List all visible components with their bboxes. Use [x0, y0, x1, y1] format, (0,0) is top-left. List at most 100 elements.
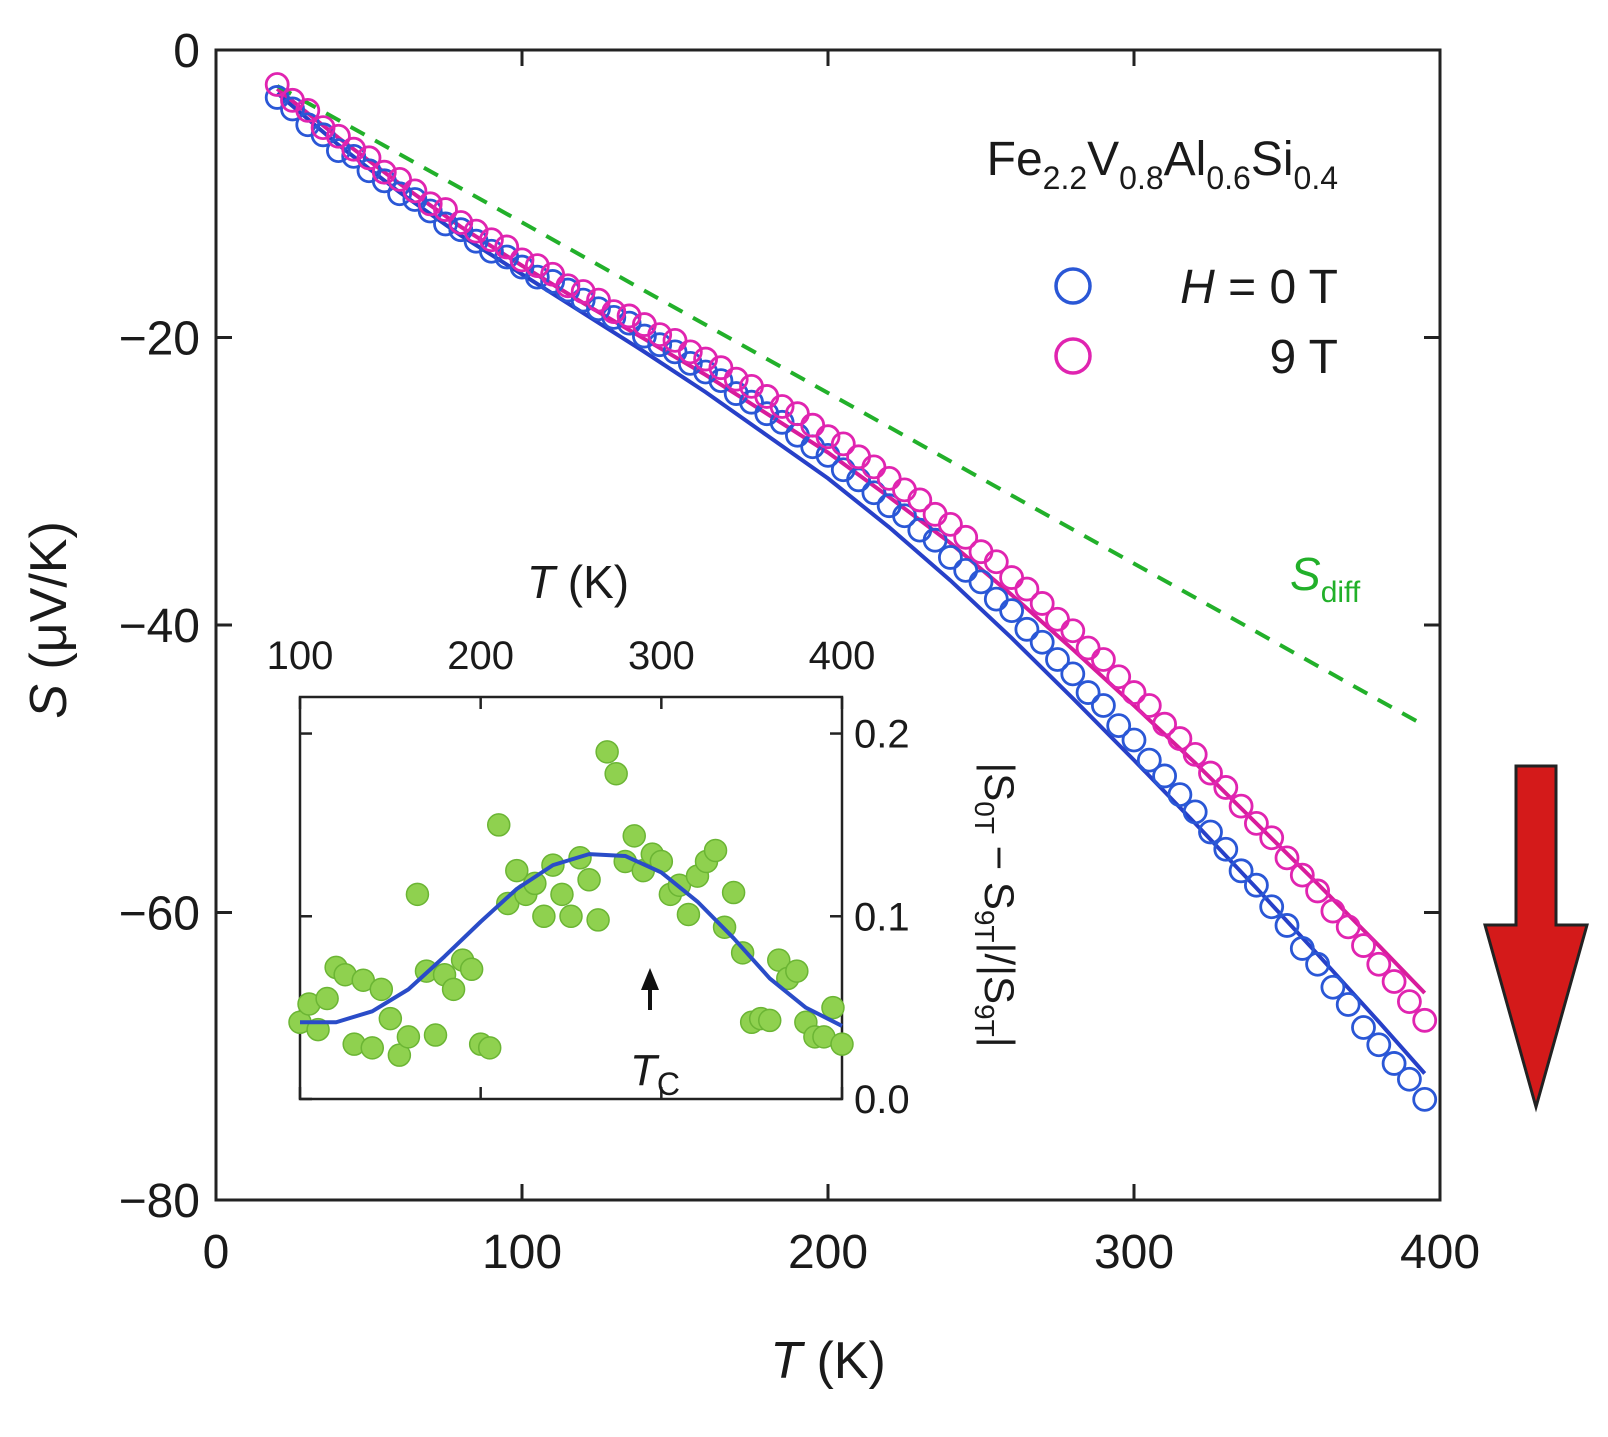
inset-point: [532, 904, 556, 929]
point-series-0: [1228, 858, 1254, 884]
point-series-1: [1259, 825, 1285, 851]
point-series-1: [830, 431, 856, 457]
point-series-1: [509, 247, 535, 273]
point-series-0: [1320, 974, 1346, 1000]
point-series-1: [417, 191, 443, 217]
tc-annotation: TC: [630, 968, 680, 1102]
inset-point: [757, 1008, 782, 1033]
point-series-0: [1381, 1051, 1407, 1076]
point-series-1: [1106, 664, 1132, 690]
point-series-1: [601, 299, 627, 325]
inset-point: [830, 1032, 854, 1056]
point-series-1: [402, 178, 428, 204]
point-series-0: [999, 598, 1024, 624]
point-series-0: [1014, 616, 1040, 642]
point-series-1: [723, 366, 749, 392]
point-series-0: [861, 480, 887, 506]
point-series-0: [892, 503, 917, 529]
point-series-0: [280, 96, 305, 122]
point-series-0: [1106, 713, 1132, 739]
point-series-1: [295, 97, 321, 123]
y-tick-label: −60: [119, 888, 200, 941]
line-series-4: [276, 84, 1426, 728]
legend-label-9T: 9 T: [1270, 331, 1338, 384]
red-down-arrow-icon: [1483, 764, 1589, 1113]
point-series-1: [1366, 951, 1392, 977]
x-tick-label: 100: [482, 1226, 562, 1279]
inset-y-tick-label: 0.2: [854, 713, 910, 757]
point-series-1: [478, 227, 504, 253]
point-series-1: [494, 234, 520, 260]
y-tick-label: −40: [119, 600, 200, 653]
inset-point: [676, 902, 701, 927]
y-tick-label: −80: [119, 1175, 200, 1228]
inset-fit-line: [300, 852, 843, 1028]
point-series-1: [1335, 914, 1361, 940]
compound-label: Fe2.2V0.8Al0.6Si0.4: [987, 133, 1338, 196]
y-tick-label: 0: [173, 25, 200, 78]
legend: H = 0 T 9 T: [1054, 261, 1338, 384]
point-series-0: [922, 527, 948, 553]
point-series-0: [387, 181, 413, 207]
inset-point: [378, 1006, 403, 1031]
inset-point: [595, 740, 619, 764]
point-series-0: [1244, 872, 1269, 898]
main-ticks: [214, 48, 1442, 1202]
point-series-0: [1366, 1032, 1392, 1058]
point-series-1: [1167, 726, 1193, 751]
point-series-1: [1014, 576, 1040, 602]
point-series-1: [1228, 793, 1254, 819]
inset-chart: 100 200 300 400 0.0 0.1 0.2 T (K) |S0T − S9T|/…: [267, 556, 1023, 1122]
point-series-1: [983, 549, 1009, 575]
x-tick-label: 200: [788, 1226, 868, 1279]
point-series-1: [356, 145, 382, 171]
inset-point: [459, 957, 484, 982]
inset-data-points: [288, 740, 854, 1067]
point-series-1: [1091, 647, 1116, 672]
point-series-1: [1213, 775, 1239, 800]
point-series-1: [907, 487, 933, 513]
s-diff-label: Sdiff: [1290, 548, 1361, 609]
point-series-0: [1167, 782, 1193, 808]
point-series-1: [1060, 618, 1086, 644]
inset-point: [821, 995, 845, 1020]
inset-x-tick-label: 300: [628, 634, 695, 678]
point-series-0: [1259, 894, 1285, 920]
point-series-0: [1152, 763, 1177, 789]
point-series-1: [1198, 760, 1223, 786]
inset-point: [586, 908, 610, 932]
point-series-0: [1075, 680, 1101, 705]
point-series-1: [1136, 693, 1162, 718]
point-series-0: [938, 545, 963, 570]
inset-x-tick-label: 400: [809, 634, 876, 678]
inset-point: [369, 977, 394, 1002]
point-series-0: [1182, 799, 1208, 825]
main-x-axis-title: T (K): [770, 1332, 886, 1390]
inset-point: [703, 838, 728, 863]
inset-point: [396, 1025, 421, 1049]
inset-point: [477, 1036, 502, 1060]
inset-point: [622, 824, 646, 848]
inset-x-tick-label: 200: [447, 634, 514, 678]
point-series-1: [1182, 741, 1208, 767]
point-series-1: [555, 273, 581, 299]
point-series-0: [1351, 1015, 1376, 1040]
inset-point: [604, 761, 628, 786]
point-series-0: [1274, 913, 1300, 938]
point-series-0: [1335, 992, 1361, 1017]
point-series-0: [325, 138, 351, 164]
point-series-0: [1397, 1066, 1422, 1092]
point-series-0: [1029, 629, 1055, 655]
point-series-1: [325, 123, 351, 149]
point-series-1: [938, 511, 963, 537]
main-chart: 0 100 200 300 400 0 −20 −40 −60 −80 T (K) S (μV/K…: [20, 25, 1480, 1390]
point-series-1: [677, 339, 703, 365]
legend-marker-0T: [1054, 267, 1092, 305]
x-tick-label: 400: [1400, 1226, 1480, 1279]
point-series-1: [371, 159, 397, 185]
point-series-1: [1289, 862, 1315, 888]
point-series-1: [1121, 680, 1147, 705]
point-series-0: [1060, 661, 1086, 687]
point-series-0: [1198, 819, 1223, 845]
